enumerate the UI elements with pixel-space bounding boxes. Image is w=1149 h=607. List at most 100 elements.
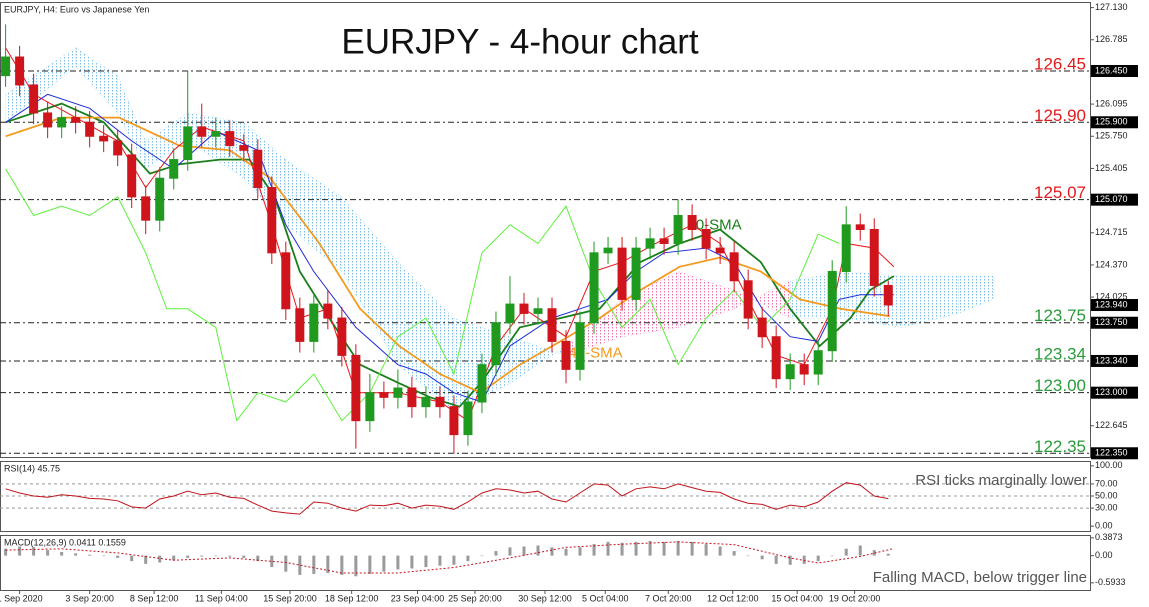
macd-bar xyxy=(704,544,708,556)
candle-body xyxy=(449,406,459,436)
macd-bar xyxy=(536,545,540,556)
candle-body xyxy=(127,154,137,198)
candle-body xyxy=(701,229,711,249)
ichimoku-cloud xyxy=(677,271,735,328)
chart-subtitle: EURJPY, H4: Euro vs Japanese Yen xyxy=(4,4,149,14)
axis-marker xyxy=(1091,116,1138,129)
macd-bar xyxy=(200,555,204,557)
y-tick-label: 50.00 xyxy=(1095,490,1118,500)
x-tick-label: 15 Oct 04:00 xyxy=(771,593,823,603)
macd-bar xyxy=(718,546,722,556)
macd-bar xyxy=(144,555,148,564)
macd-bar xyxy=(676,540,680,556)
ichimoku-cloud xyxy=(621,271,679,337)
macd-bar xyxy=(788,555,792,565)
macd-bar xyxy=(60,551,64,556)
macd-bar xyxy=(774,555,778,564)
level-label: 122.35 xyxy=(1034,437,1086,456)
candle-body xyxy=(169,159,179,179)
main-frame xyxy=(0,2,1091,458)
macd-bar xyxy=(32,547,36,556)
macd-bar xyxy=(228,555,232,557)
candle-body xyxy=(715,247,725,254)
macd-bar xyxy=(326,555,330,574)
macd-bar xyxy=(732,551,736,556)
macd-bar xyxy=(522,546,526,556)
macd-bar xyxy=(354,555,358,577)
candle-body xyxy=(631,247,641,300)
x-tick-label: 25 Sep 20:00 xyxy=(448,593,502,603)
macd-bar xyxy=(186,555,190,558)
macd-bar xyxy=(592,544,596,556)
macd-bar xyxy=(284,555,288,572)
candle-body xyxy=(491,322,501,366)
macd-bar xyxy=(466,555,470,562)
candle-body xyxy=(365,392,375,422)
macd-bar xyxy=(606,541,610,556)
candle-body xyxy=(239,145,249,151)
indicator-line xyxy=(5,168,840,422)
candle-body xyxy=(29,84,39,114)
macd-bar xyxy=(872,550,876,556)
macd-bar xyxy=(830,555,834,557)
candle-body xyxy=(337,317,347,356)
candle-body xyxy=(113,140,123,156)
axis-marker xyxy=(1091,447,1138,460)
candle-body xyxy=(589,252,599,324)
candle-body xyxy=(533,308,543,314)
macd-bar xyxy=(340,555,344,575)
y-tick-label: 30.00 xyxy=(1095,502,1118,512)
macd-bar xyxy=(382,555,386,572)
candle-body xyxy=(673,215,683,244)
macd-bar xyxy=(816,555,820,562)
candle-body xyxy=(547,308,557,342)
y-tick-label: 0.00 xyxy=(1095,550,1113,560)
candle-body xyxy=(617,247,627,300)
x-tick-label: 5 Oct 04:00 xyxy=(582,593,629,603)
x-tick-label: 11 Sep 04:00 xyxy=(195,593,248,603)
y-tick-label: 0.3873 xyxy=(1095,532,1123,542)
candle-body xyxy=(771,336,781,380)
candle-body xyxy=(855,224,865,231)
y-tick-label: 127.130 xyxy=(1095,2,1128,12)
macd-bar xyxy=(172,555,176,561)
candle-body xyxy=(323,303,333,319)
level-label: 126.45 xyxy=(1034,54,1086,73)
axis-marker-label: 125.070 xyxy=(1095,194,1128,204)
macd-bar xyxy=(844,548,848,556)
macd-bar xyxy=(494,551,498,556)
chart-title: EURJPY - 4-hour chart xyxy=(341,22,699,61)
axis-marker-label: 123.340 xyxy=(1095,355,1128,365)
macd-bar xyxy=(564,548,568,556)
candle-body xyxy=(687,215,697,230)
macd-bar xyxy=(424,555,428,568)
candle-body xyxy=(225,131,235,147)
macd-bar xyxy=(480,555,484,557)
ichimoku-cloud xyxy=(75,47,118,114)
y-tick-label: 70.00 xyxy=(1095,478,1118,488)
x-tick-label: 7 Oct 20:00 xyxy=(645,593,692,603)
y-tick-label: 126.095 xyxy=(1095,98,1128,108)
ichimoku-cloud xyxy=(958,275,994,314)
macd-bar xyxy=(620,542,624,556)
candle-body xyxy=(141,196,151,221)
candle-body xyxy=(477,364,487,403)
macd-bar xyxy=(116,555,120,558)
y-tick-label: 124.025 xyxy=(1095,291,1128,301)
candle-body xyxy=(57,117,67,128)
axis-marker-label: 126.450 xyxy=(1095,65,1128,75)
macd-bar xyxy=(130,555,134,562)
candle-body xyxy=(43,112,53,128)
y-tick-label: 126.785 xyxy=(1095,34,1128,44)
y-tick-label: 0.00 xyxy=(1095,521,1113,531)
candle-body xyxy=(183,126,193,161)
candle-body xyxy=(1,56,11,77)
macd-bar xyxy=(760,555,764,560)
candle-body xyxy=(603,247,613,254)
axis-marker-label: 125.900 xyxy=(1095,117,1128,127)
macd-bar xyxy=(508,547,512,556)
macd-bar xyxy=(550,547,554,556)
candle-body xyxy=(841,224,851,272)
candle-body xyxy=(211,131,221,137)
